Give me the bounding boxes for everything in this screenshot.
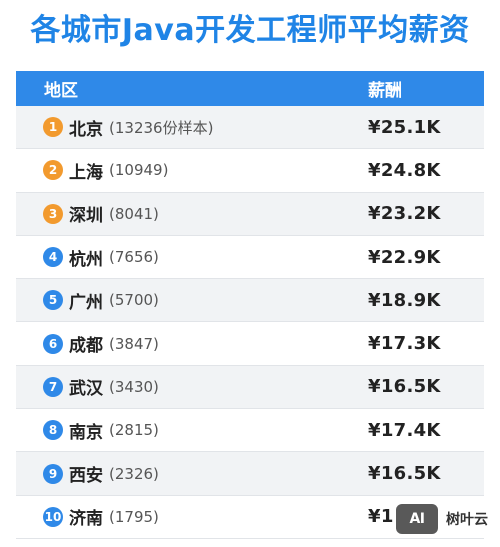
salary-table: 地区 薪酬 1 北京 (13236份样本) ¥25.1K 2 上海 (10949) ¥24.8…	[16, 71, 484, 539]
region-cell: 5 广州 (5700)	[16, 288, 334, 313]
watermark-logo: AI	[396, 504, 438, 534]
sample-count: (13236份样本)	[109, 118, 214, 137]
salary-value: ¥16.5K	[368, 463, 441, 485]
region-cell: 2 上海 (10949)	[16, 158, 334, 183]
city-name: 济南	[69, 509, 103, 530]
rank-badge: 4	[43, 247, 63, 268]
region-cell: 3 深圳 (8041)	[16, 201, 334, 226]
city-name: 西安	[69, 466, 103, 487]
table-row: 2 上海 (10949) ¥24.8K	[16, 149, 484, 193]
table-row: 9 西安 (2326) ¥16.5K	[16, 452, 484, 496]
salary-value: ¥17.4K	[368, 419, 441, 441]
table-row: 5 广州 (5700) ¥18.9K	[16, 279, 484, 323]
region-cell: 8 南京 (2815)	[16, 418, 334, 443]
sample-count: (10949)	[109, 161, 169, 180]
table-row: 6 成都 (3847) ¥17.3K	[16, 322, 484, 366]
salary-value: ¥25.1K	[368, 116, 441, 138]
salary-value: ¥1	[368, 506, 394, 528]
sample-count: (2326)	[109, 464, 159, 483]
region-cell: 4 杭州 (7656)	[16, 245, 334, 270]
region-cell: 1 北京 (13236份样本)	[16, 115, 334, 140]
watermark: AI 树叶云	[396, 500, 500, 538]
table-row: 3 深圳 (8041) ¥23.2K	[16, 192, 484, 236]
city-name: 深圳	[69, 206, 103, 227]
rank-badge: 2	[43, 160, 63, 181]
rank-badge: 10	[43, 506, 63, 527]
table-header: 地区 薪酬	[16, 71, 484, 106]
header-salary: 薪酬	[368, 81, 402, 101]
sample-count: (3847)	[109, 334, 159, 353]
sample-count: (8041)	[109, 204, 159, 223]
table-row: 7 武汉 (3430) ¥16.5K	[16, 365, 484, 410]
rank-badge: 7	[43, 376, 63, 397]
rank-badge: 3	[43, 203, 63, 224]
header-region: 地区	[44, 81, 78, 101]
city-name: 南京	[69, 422, 103, 443]
salary-value: ¥23.2K	[368, 203, 441, 225]
rank-badge: 8	[43, 420, 63, 441]
sample-count: (1795)	[109, 507, 159, 526]
table-rows: 1 北京 (13236份样本) ¥25.1K 2 上海 (10949) ¥24.8K 3 深圳 (8…	[16, 106, 484, 539]
city-name: 杭州	[69, 249, 103, 270]
city-name: 武汉	[69, 379, 103, 400]
city-name: 广州	[69, 292, 103, 313]
rank-badge: 5	[43, 290, 63, 311]
region-cell: 7 武汉 (3430)	[16, 374, 334, 399]
city-name: 北京	[69, 119, 103, 140]
salary-value: ¥22.9K	[368, 246, 441, 268]
sample-count: (7656)	[109, 248, 159, 267]
sample-count: (5700)	[109, 291, 159, 310]
rank-badge: 1	[43, 117, 63, 138]
table-row: 4 杭州 (7656) ¥22.9K	[16, 235, 484, 280]
region-cell: 9 西安 (2326)	[16, 461, 334, 486]
salary-value: ¥17.3K	[368, 333, 441, 355]
city-name: 成都	[69, 336, 103, 357]
watermark-text: 树叶云	[446, 512, 488, 528]
table-row: 1 北京 (13236份样本) ¥25.1K	[16, 106, 484, 150]
sample-count: (3430)	[109, 377, 159, 396]
sample-count: (2815)	[109, 421, 159, 440]
page-title: 各城市Java开发工程师平均薪资	[30, 13, 470, 48]
city-name: 上海	[69, 162, 103, 183]
region-cell: 6 成都 (3847)	[16, 331, 334, 356]
rank-badge: 9	[43, 463, 63, 484]
salary-value: ¥24.8K	[368, 159, 441, 181]
salary-value: ¥18.9K	[368, 289, 441, 311]
rank-badge: 6	[43, 333, 63, 354]
table-row: 8 南京 (2815) ¥17.4K	[16, 409, 484, 453]
region-cell: 10 济南 (1795)	[16, 504, 334, 529]
salary-value: ¥16.5K	[368, 376, 441, 398]
